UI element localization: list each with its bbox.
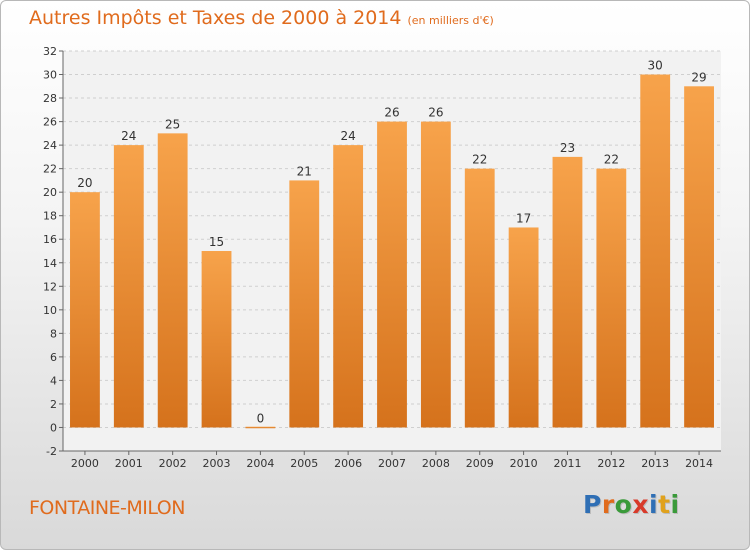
bar: [289, 180, 320, 428]
bar: [70, 192, 100, 428]
bar: [552, 156, 583, 428]
y-tick-label: 18: [43, 210, 57, 223]
data-label: 0: [257, 411, 265, 425]
bar: [157, 133, 188, 428]
data-label: 24: [340, 129, 355, 143]
x-tick-label: 2006: [334, 457, 362, 470]
y-tick-label: 0: [50, 421, 57, 434]
place-name: FONTAINE-MILON: [29, 497, 185, 519]
bar: [333, 145, 364, 428]
x-tick-label: 2007: [378, 457, 406, 470]
y-tick-label: 16: [43, 233, 57, 246]
data-label: 22: [604, 153, 619, 167]
bar: [113, 145, 144, 428]
chart-title: Autres Impôts et Taxes de 2000 à 2014 (en…: [29, 7, 494, 29]
y-tick-label: -2: [46, 445, 57, 458]
data-label: 26: [384, 106, 399, 120]
y-tick-label: 6: [50, 351, 57, 364]
data-label: 23: [560, 141, 575, 155]
y-tick-label: 26: [43, 116, 57, 129]
bar: [420, 121, 451, 428]
x-tick-label: 2003: [203, 457, 231, 470]
bar: [464, 168, 495, 428]
data-label: 24: [121, 129, 136, 143]
y-tick-label: 14: [43, 257, 57, 270]
data-label: 30: [648, 59, 663, 73]
x-tick-label: 2002: [159, 457, 187, 470]
bar: [596, 168, 627, 428]
logo-letter: x: [632, 490, 649, 519]
x-tick-label: 2009: [466, 457, 494, 470]
data-label: 17: [516, 211, 531, 225]
logo-letter: o: [614, 490, 633, 519]
x-tick-label: 2011: [553, 457, 581, 470]
data-label: 25: [165, 117, 180, 131]
y-tick-label: 32: [43, 45, 57, 58]
y-tick-label: 2: [50, 398, 57, 411]
y-tick-label: 10: [43, 304, 57, 317]
logo-letter: i: [670, 490, 680, 519]
data-label: 29: [691, 70, 706, 84]
x-tick-label: 2014: [685, 457, 713, 470]
x-tick-label: 2005: [290, 457, 318, 470]
data-label: 20: [77, 176, 92, 190]
bar: [201, 251, 232, 428]
proxiti-logo: Proxiti: [583, 490, 680, 519]
bar: [640, 74, 671, 428]
y-tick-label: 24: [43, 139, 57, 152]
bar: [684, 86, 714, 428]
x-tick-label: 2004: [246, 457, 274, 470]
data-label: 21: [297, 164, 312, 178]
logo-letter: t: [658, 490, 671, 519]
logo-letter: i: [649, 490, 659, 519]
x-tick-label: 2000: [71, 457, 99, 470]
y-tick-label: 12: [43, 280, 57, 293]
x-tick-label: 2008: [422, 457, 450, 470]
logo-letter: P: [583, 490, 602, 519]
data-label: 15: [209, 235, 224, 249]
bar: [377, 121, 407, 428]
bar: [508, 227, 539, 428]
x-tick-label: 2013: [641, 457, 669, 470]
y-tick-label: 30: [43, 69, 57, 82]
data-label: 26: [428, 106, 443, 120]
bar: [245, 426, 276, 429]
x-tick-label: 2010: [510, 457, 538, 470]
x-tick-label: 2012: [597, 457, 625, 470]
x-tick-label: 2001: [115, 457, 143, 470]
logo-letter: r: [601, 490, 615, 519]
y-tick-label: 22: [43, 163, 57, 176]
chart-title-unit: (en milliers d'€): [407, 14, 494, 27]
data-label: 22: [472, 153, 487, 167]
y-tick-label: 20: [43, 186, 57, 199]
y-tick-label: 8: [50, 327, 57, 340]
y-tick-label: 28: [43, 92, 57, 105]
chart-title-main: Autres Impôts et Taxes de 2000 à 2014: [29, 7, 402, 29]
y-tick-label: 4: [50, 374, 57, 387]
